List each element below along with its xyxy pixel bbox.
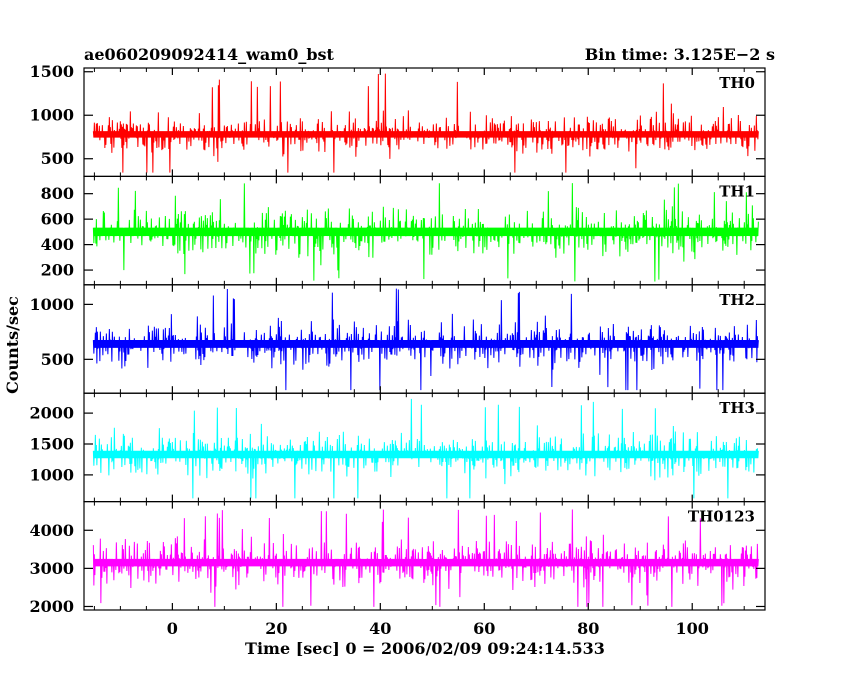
panel-th2: 500 1000 TH2	[29, 284, 766, 394]
y-tick-label: 1000	[29, 465, 74, 484]
y-tick-label: 1500	[29, 62, 74, 81]
y-tick-label: 200	[41, 261, 74, 280]
x-tick-label: 0	[167, 619, 178, 638]
y-tick-label: 2000	[29, 404, 74, 423]
panel-label-th3: TH3	[719, 399, 755, 417]
panel-frame	[83, 501, 766, 611]
y-tick-label: 1000	[29, 295, 74, 314]
x-tick-label: 100	[676, 619, 709, 638]
series-line-th1	[92, 183, 759, 282]
series-line-th2	[92, 288, 759, 391]
panel-label-th2: TH2	[719, 291, 755, 309]
panel-label-th0: TH0	[719, 74, 755, 92]
x-tick-label: 20	[265, 619, 287, 638]
panel-th3: 1000 1500 2000 TH3	[29, 392, 766, 503]
y-tick-label: 3000	[29, 559, 74, 578]
y-tick-label: 1000	[29, 106, 74, 125]
y-tick-label: 800	[41, 184, 74, 203]
x-tick-label: 60	[473, 619, 495, 638]
panel-th0: 500 1000 1500 TH0	[29, 62, 766, 178]
chart-title: ae060209092414_wam0_bst	[84, 45, 335, 64]
series-line-th3	[92, 398, 759, 499]
panel-label-th0123: TH0123	[688, 508, 755, 526]
series-line-th0123	[92, 509, 759, 607]
x-tick-label: 80	[577, 619, 599, 638]
x-axis-ticks: 0 20 40 60 80 100	[167, 619, 709, 638]
series-line-th0	[92, 73, 759, 173]
x-tick-label: 40	[369, 619, 391, 638]
y-tick-label: 2000	[29, 597, 74, 616]
y-tick-label: 400	[41, 235, 74, 254]
y-tick-label: 600	[41, 210, 74, 229]
panel-th1: 200 400 600 800 TH1	[41, 175, 766, 286]
y-tick-label: 500	[41, 149, 74, 168]
y-axis-label: Counts/sec	[3, 296, 22, 394]
y-tick-label: 1500	[29, 435, 74, 454]
panels-group: 500 1000 1500 TH0 200 400 600 800 TH1 500 1000 TH2 1…	[29, 62, 766, 616]
x-axis-label: Time [sec] 0 = 2006/02/09 09:24:14.533	[245, 639, 605, 658]
panel-label-th1: TH1	[719, 182, 755, 200]
bin-time-label: Bin time: 3.125E−2 s	[585, 45, 775, 64]
y-tick-label: 500	[41, 350, 74, 369]
panel-th0123: 2000 3000 4000 TH0123	[29, 501, 766, 616]
y-tick-label: 4000	[29, 521, 74, 540]
